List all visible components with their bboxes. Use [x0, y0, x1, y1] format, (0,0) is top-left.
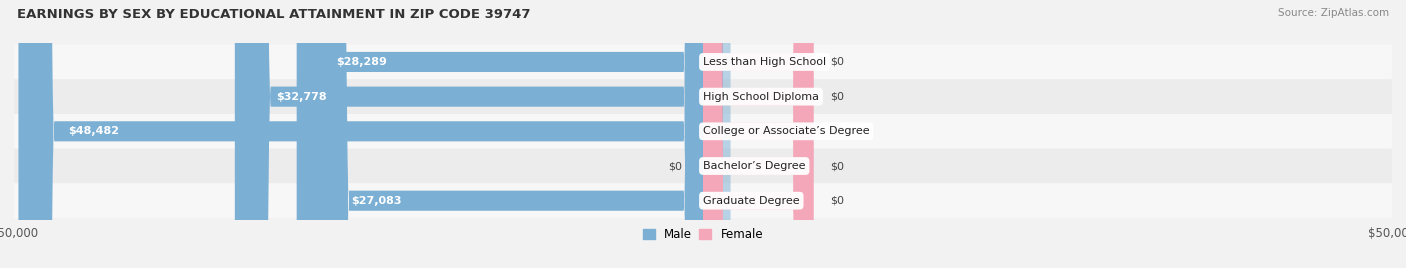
- Text: $0: $0: [668, 161, 682, 171]
- Text: $48,482: $48,482: [69, 126, 120, 136]
- FancyBboxPatch shape: [235, 0, 720, 268]
- Text: Less than High School: Less than High School: [703, 57, 827, 67]
- Text: $27,083: $27,083: [352, 196, 402, 206]
- FancyBboxPatch shape: [703, 0, 813, 268]
- FancyBboxPatch shape: [14, 79, 1392, 114]
- FancyBboxPatch shape: [297, 0, 720, 268]
- FancyBboxPatch shape: [703, 0, 813, 268]
- Text: EARNINGS BY SEX BY EDUCATIONAL ATTAINMENT IN ZIP CODE 39747: EARNINGS BY SEX BY EDUCATIONAL ATTAINMEN…: [17, 8, 530, 21]
- Text: $0: $0: [830, 126, 844, 136]
- Text: $0: $0: [830, 196, 844, 206]
- Text: $32,778: $32,778: [277, 92, 328, 102]
- Text: Source: ZipAtlas.com: Source: ZipAtlas.com: [1278, 8, 1389, 18]
- FancyBboxPatch shape: [314, 0, 720, 268]
- Text: High School Diploma: High School Diploma: [703, 92, 820, 102]
- FancyBboxPatch shape: [18, 0, 720, 268]
- FancyBboxPatch shape: [703, 0, 813, 268]
- FancyBboxPatch shape: [14, 183, 1392, 218]
- Text: Graduate Degree: Graduate Degree: [703, 196, 800, 206]
- FancyBboxPatch shape: [703, 0, 731, 268]
- Text: $0: $0: [830, 161, 844, 171]
- Text: Bachelor’s Degree: Bachelor’s Degree: [703, 161, 806, 171]
- FancyBboxPatch shape: [703, 0, 813, 268]
- FancyBboxPatch shape: [14, 114, 1392, 149]
- Text: College or Associate’s Degree: College or Associate’s Degree: [703, 126, 870, 136]
- Text: $28,289: $28,289: [336, 57, 387, 67]
- Legend: Male, Female: Male, Female: [638, 223, 768, 246]
- Text: $0: $0: [830, 92, 844, 102]
- Text: $0: $0: [830, 57, 844, 67]
- FancyBboxPatch shape: [14, 44, 1392, 79]
- FancyBboxPatch shape: [703, 0, 813, 268]
- FancyBboxPatch shape: [14, 149, 1392, 183]
